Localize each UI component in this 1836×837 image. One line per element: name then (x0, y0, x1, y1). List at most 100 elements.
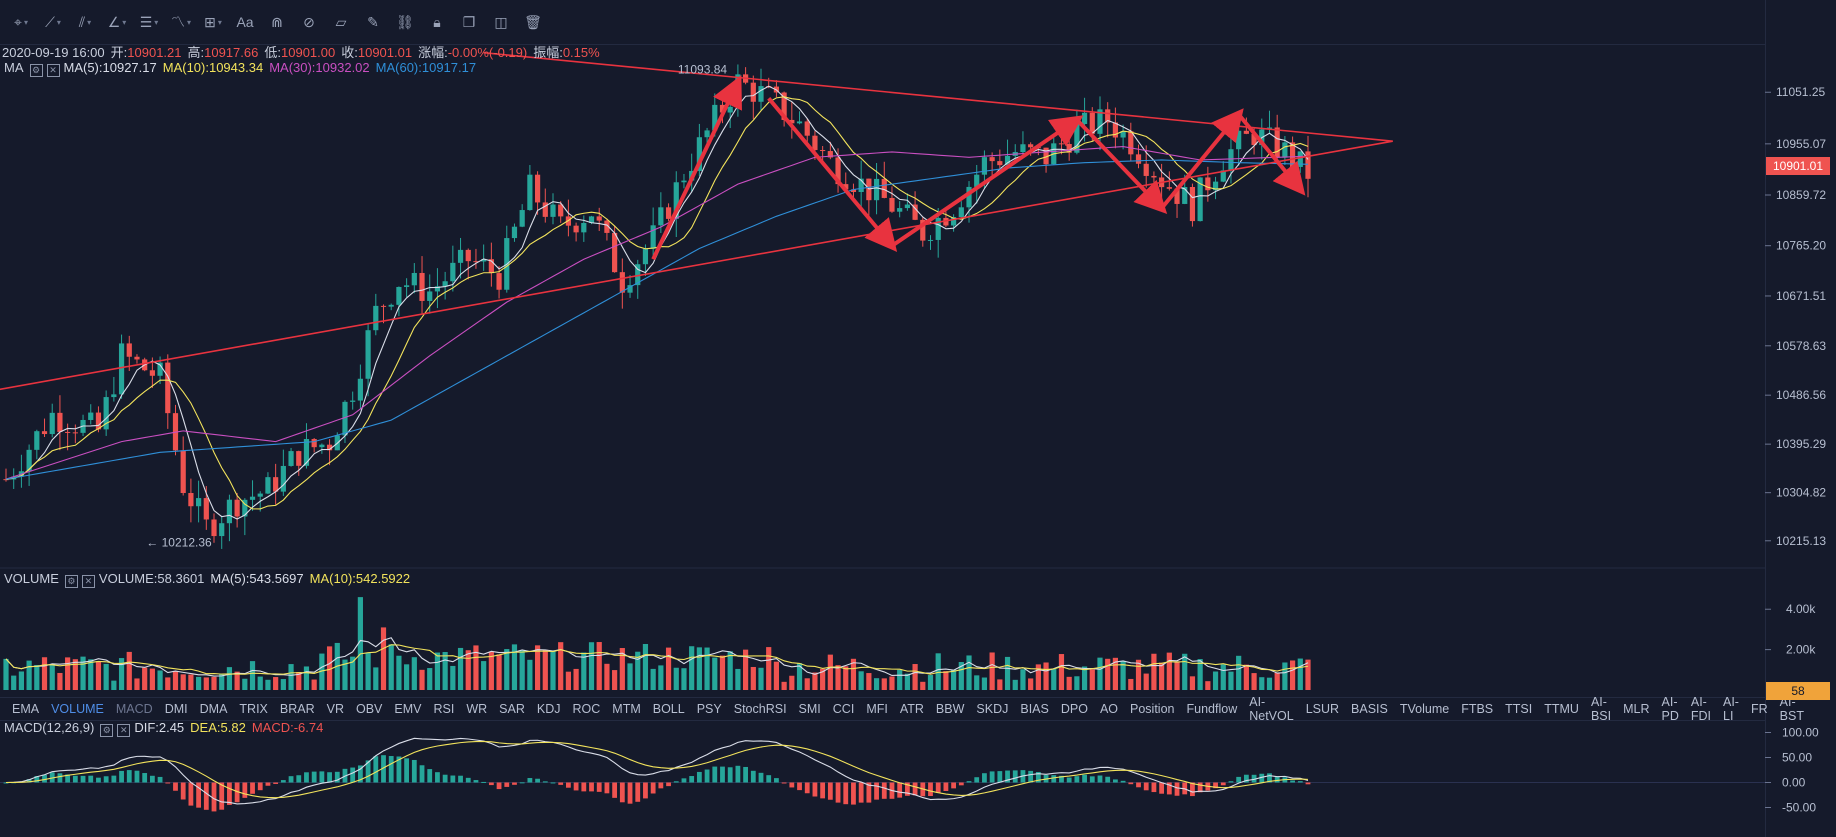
indicator-tab-ttsi[interactable]: TTSI (1505, 702, 1533, 716)
candle-body (288, 451, 294, 466)
indicator-tab-skdj[interactable]: SKDJ (976, 702, 1009, 716)
dropdown-caret-icon[interactable]: ▾ (23, 17, 28, 27)
volume-settings-icon[interactable]: ⚙ (64, 575, 78, 588)
indicator-tab-dpo[interactable]: DPO (1060, 702, 1088, 716)
indicator-tab-dma[interactable]: DMA (199, 702, 228, 716)
volume-bar (1228, 671, 1234, 690)
indicator-tab-rsi[interactable]: RSI (433, 702, 455, 716)
candle-body (619, 272, 625, 293)
volume-bar (881, 678, 887, 690)
macd-close-icon[interactable]: ✕ (117, 724, 131, 737)
angle-icon[interactable]: ∠ ▾ (107, 13, 127, 30)
dropdown-caret-icon[interactable]: ▾ (186, 17, 191, 27)
indicator-tab-sar[interactable]: SAR (499, 702, 525, 716)
visibility-icon[interactable]: ◫ (494, 13, 508, 30)
macd-histogram-bar (280, 780, 286, 783)
dropdown-caret-icon[interactable]: ▾ (154, 17, 159, 27)
ma-settings-icon[interactable]: ⚙ (29, 64, 43, 77)
indicator-tab-ftbs[interactable]: FTBS (1461, 702, 1494, 716)
volume-bar (696, 647, 702, 690)
measure-icon[interactable]: ⊞ ▾ (204, 13, 222, 30)
indicator-tab-obv[interactable]: OBV (356, 702, 383, 716)
indicator-tab-ttmu[interactable]: TTMU (1544, 702, 1579, 716)
indicator-tab-atr[interactable]: ATR (899, 702, 924, 716)
indicator-tab-ema[interactable]: EMA (12, 702, 40, 716)
indicator-tab-mfi[interactable]: MFI (866, 702, 888, 716)
indicator-tab-vr[interactable]: VR (326, 702, 344, 716)
volume-bar (558, 642, 564, 690)
indicator-tab-cci[interactable]: CCI (832, 702, 855, 716)
dropdown-caret-icon[interactable]: ▾ (56, 17, 61, 27)
indicator-tab-trix[interactable]: TRIX (239, 702, 268, 716)
candle-body (1097, 109, 1103, 134)
indicator-tab-brar[interactable]: BRAR (279, 702, 315, 716)
indicator-tab-psy[interactable]: PSY (696, 702, 722, 716)
dropdown-caret-icon[interactable]: ▾ (87, 17, 92, 27)
text-icon[interactable]: Aa (236, 14, 254, 30)
eraser-pen-icon[interactable]: ✎ (367, 13, 379, 30)
parallel-channel-icon[interactable]: ⫽ ▾ (78, 13, 92, 30)
macd-histogram-bar (573, 782, 579, 791)
volume-bar (642, 643, 649, 690)
lock-icon[interactable]: 🔒︎ (433, 13, 441, 30)
lock-drawing-icon[interactable]: ⊘ (303, 13, 315, 30)
dropdown-caret-icon[interactable]: ▾ (217, 17, 222, 27)
indicator-tab-kdj[interactable]: KDJ (536, 702, 561, 716)
indicator-tab-tvolume[interactable]: TVolume (1399, 702, 1450, 716)
indicator-tab-bbw[interactable]: BBW (935, 702, 965, 716)
ma-legend: MA ⚙ ✕ MA(5):10927.17 MA(10):10943.34 MA(30):… (4, 60, 482, 77)
indicator-tab-dmi[interactable]: DMI (164, 702, 188, 716)
indicator-tab-mtm[interactable]: MTM (612, 702, 641, 716)
indicator-tab-position[interactable]: Position (1130, 702, 1175, 716)
indicator-tab-ao[interactable]: AO (1099, 702, 1119, 716)
candle-body (727, 106, 733, 113)
candle-body (827, 151, 833, 158)
indicator-tab-volume[interactable]: VOLUME (51, 702, 104, 716)
candle-body (303, 439, 310, 466)
volume-bar (1097, 657, 1103, 690)
indicator-tab-ai-pd[interactable]: AI-PD (1661, 695, 1679, 723)
candle-body (527, 174, 533, 211)
indicator-tab-fundflow[interactable]: Fundflow (1186, 702, 1238, 716)
indicator-tab-fr[interactable]: FR (1750, 702, 1768, 716)
indicator-tab-bias[interactable]: BIAS (1020, 702, 1049, 716)
indicator-tab-macd[interactable]: MACD (115, 702, 153, 716)
macd-histogram-bar (450, 775, 456, 783)
indicator-tab-roc[interactable]: ROC (572, 702, 601, 716)
macd-histogram-bar (157, 776, 163, 783)
macd-settings-icon[interactable]: ⚙ (100, 724, 114, 737)
indicator-tab-mlr[interactable]: MLR (1623, 702, 1650, 716)
trash-icon[interactable]: 🗑︎ (524, 13, 542, 30)
indicator-tab-basis[interactable]: BASIS (1351, 702, 1388, 716)
indicator-tab-lsur[interactable]: LSUR (1305, 702, 1340, 716)
ruler-icon[interactable]: ▱ (335, 13, 347, 30)
volume-close-icon[interactable]: ✕ (81, 575, 95, 588)
indicator-tab-boll[interactable]: BOLL (652, 702, 685, 716)
indicator-tab-ai-fdi[interactable]: AI-FDI (1690, 695, 1712, 723)
indicator-tab-ai-netvol[interactable]: AI-NetVOL (1249, 695, 1294, 723)
open-label: 开: (110, 45, 128, 60)
volume-bar (1058, 654, 1065, 690)
indicator-tab-ai-bsi[interactable]: AI-BSI (1590, 695, 1612, 723)
wave-icon[interactable]: 〽 ▾ (170, 14, 191, 30)
volume-bar (858, 671, 864, 690)
copy-icon[interactable]: ❐ (462, 13, 476, 30)
macd-histogram-bar (1228, 781, 1234, 783)
volume-bar (1251, 673, 1257, 690)
dropdown-caret-icon[interactable]: ▾ (122, 17, 127, 27)
trend-line-icon[interactable]: ⟋ ▾ (45, 13, 61, 30)
candle-body (57, 412, 63, 432)
indicator-tab-emv[interactable]: EMV (394, 702, 422, 716)
magnet-icon[interactable]: ⋒ (271, 13, 283, 30)
indicator-tab-ai-li[interactable]: AI-LI (1723, 695, 1739, 723)
macd-histogram-bar (612, 782, 618, 798)
indicator-tab-wr[interactable]: WR (466, 702, 488, 716)
ma-close-icon[interactable]: ✕ (46, 64, 60, 77)
fib-levels-icon[interactable]: ☰ ▾ (139, 13, 159, 30)
indicator-tab-smi[interactable]: SMI (798, 702, 821, 716)
indicator-tab-stochrsi[interactable]: StochRSI (733, 702, 787, 716)
link-icon[interactable]: ⛓ (396, 13, 414, 30)
macd-histogram-bar (1190, 782, 1195, 797)
cursor-icon[interactable]: ⌖ ▾ (14, 13, 28, 30)
macd-histogram-bar (203, 782, 209, 810)
